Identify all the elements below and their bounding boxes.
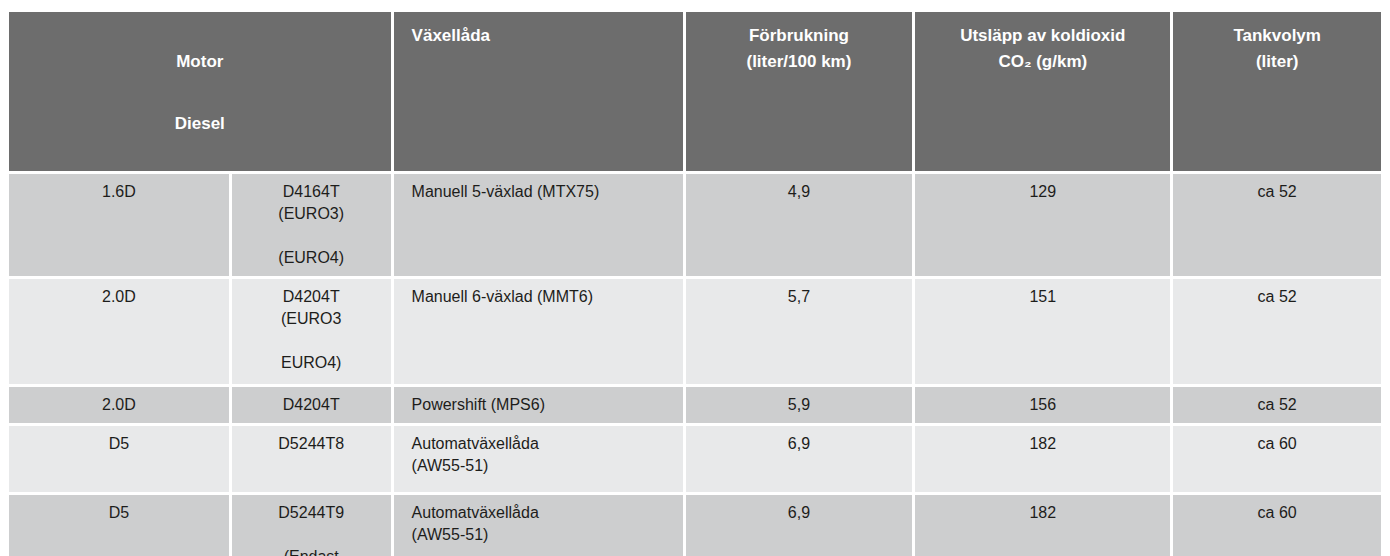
cell-consumption: 6,9 bbox=[686, 426, 913, 492]
table-row: 2.0D D4204T Powershift (MPS6) 5,9 156 ca… bbox=[9, 387, 1381, 423]
cell-co2: 156 bbox=[915, 387, 1170, 423]
cell-engine: 2.0D bbox=[9, 279, 229, 384]
cell-tank: ca 60 bbox=[1173, 495, 1381, 556]
cell-engine: 1.6D bbox=[9, 174, 229, 276]
header-motor: Motor Diesel bbox=[9, 12, 391, 171]
header-motor-line2: Diesel bbox=[17, 111, 383, 137]
header-co2: Utsläpp av koldioxid CO₂ (g/km) bbox=[915, 12, 1170, 171]
cell-tank: ca 52 bbox=[1173, 279, 1381, 384]
cell-engine-code: D4204T (EURO3 EURO4) bbox=[232, 279, 391, 384]
cell-engine: D5 bbox=[9, 426, 229, 492]
cell-gearbox: Powershift (MPS6) bbox=[394, 387, 683, 423]
table-row: D5 D5244T9 (Endast Belgien) Automatväxel… bbox=[9, 495, 1381, 556]
cell-co2: 151 bbox=[915, 279, 1170, 384]
cell-gearbox: Manuell 5-växlad (MTX75) bbox=[394, 174, 683, 276]
header-motor-line1: Motor bbox=[17, 49, 383, 75]
header-row: Motor Diesel Växellåda Förbrukning (lite… bbox=[9, 12, 1381, 171]
cell-engine-code: D4204T bbox=[232, 387, 391, 423]
engine-spec-table: Motor Diesel Växellåda Förbrukning (lite… bbox=[6, 9, 1384, 556]
cell-consumption: 5,7 bbox=[686, 279, 913, 384]
cell-consumption: 5,9 bbox=[686, 387, 913, 423]
cell-gearbox: Automatväxellåda (AW55-51) bbox=[394, 426, 683, 492]
cell-gearbox: Manuell 6-växlad (MMT6) bbox=[394, 279, 683, 384]
table-row: 1.6D D4164T (EURO3) (EURO4) Manuell 5-vä… bbox=[9, 174, 1381, 276]
cell-consumption: 6,9 bbox=[686, 495, 913, 556]
table-row: D5 D5244T8 Automatväxellåda (AW55-51) 6,… bbox=[9, 426, 1381, 492]
cell-co2: 182 bbox=[915, 426, 1170, 492]
cell-engine-code: D5244T9 (Endast Belgien) bbox=[232, 495, 391, 556]
cell-consumption: 4,9 bbox=[686, 174, 913, 276]
cell-co2: 182 bbox=[915, 495, 1170, 556]
cell-tank: ca 52 bbox=[1173, 387, 1381, 423]
header-gearbox: Växellåda bbox=[394, 12, 683, 171]
document-page: Motor Diesel Växellåda Förbrukning (lite… bbox=[0, 0, 1390, 556]
cell-engine: 2.0D bbox=[9, 387, 229, 423]
cell-co2: 129 bbox=[915, 174, 1170, 276]
cell-engine-code: D4164T (EURO3) (EURO4) bbox=[232, 174, 391, 276]
header-tank: Tankvolym (liter) bbox=[1173, 12, 1381, 171]
header-consumption: Förbrukning (liter/100 km) bbox=[686, 12, 913, 171]
cell-tank: ca 60 bbox=[1173, 426, 1381, 492]
cell-tank: ca 52 bbox=[1173, 174, 1381, 276]
table-row: 2.0D D4204T (EURO3 EURO4) Manuell 6-växl… bbox=[9, 279, 1381, 384]
cell-gearbox: Automatväxellåda (AW55-51) bbox=[394, 495, 683, 556]
cell-engine-code: D5244T8 bbox=[232, 426, 391, 492]
cell-engine: D5 bbox=[9, 495, 229, 556]
